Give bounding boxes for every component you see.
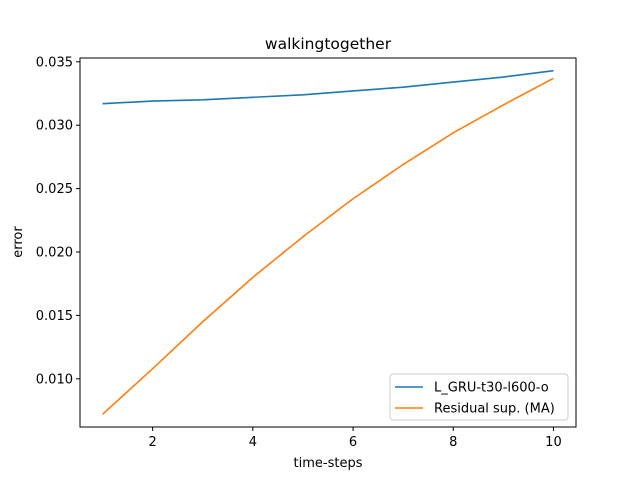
x-tick-label: 6 [349,435,357,450]
y-axis-label: error [11,226,26,258]
y-axis: 0.010 0.015 0.020 0.025 0.030 0.035 [36,55,80,387]
series-line-1 [102,77,554,415]
x-tick-label: 4 [249,435,257,450]
x-tick-label: 2 [149,435,157,450]
series-line-0 [102,69,554,105]
plot-frame [79,57,577,428]
y-tick-label: 0.025 [36,182,73,197]
legend-label: L_GRU-t30-l600-o [434,381,549,396]
x-tick-label: 8 [449,435,457,450]
legend-label: Residual sup. (MA) [434,402,555,417]
y-tick-label: 0.010 [36,372,73,387]
chart-title: walkingtogether [265,35,392,53]
y-tick-label: 0.030 [36,119,73,134]
y-tick-label: 0.020 [36,246,73,261]
x-tick-label: 10 [545,435,562,450]
x-axis: 2 4 6 8 10 [149,427,562,450]
y-tick-label: 0.035 [36,55,73,70]
plot-lines [102,69,554,415]
y-tick-label: 0.015 [36,309,73,324]
legend-box [389,373,569,421]
x-axis-label: time-steps [294,456,363,471]
legend: L_GRU-t30-l600-o Residual sup. (MA) [389,373,569,421]
